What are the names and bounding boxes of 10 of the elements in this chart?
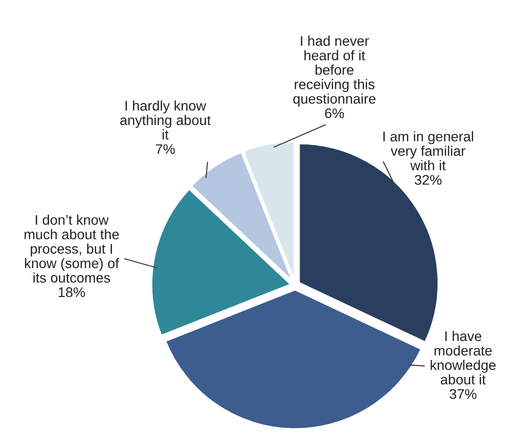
slice-label: I had never heard of it before receiving this questionnaire: [293, 36, 376, 106]
slice-label: I don’t know much about the process, but I know (some) of its outcomes: [24, 214, 120, 283]
slice-label: I am in general very familiar with it: [383, 131, 474, 170]
data-label: 18%: [58, 287, 85, 298]
data-label: 32%: [414, 174, 442, 185]
slice-label: I have moderate knowledge about it: [430, 330, 496, 384]
slice-label: I hardly know anything about it: [120, 100, 211, 140]
data-label: 7%: [156, 144, 175, 154]
data-label: 37%: [450, 389, 476, 399]
data-label: 6%: [325, 108, 344, 118]
